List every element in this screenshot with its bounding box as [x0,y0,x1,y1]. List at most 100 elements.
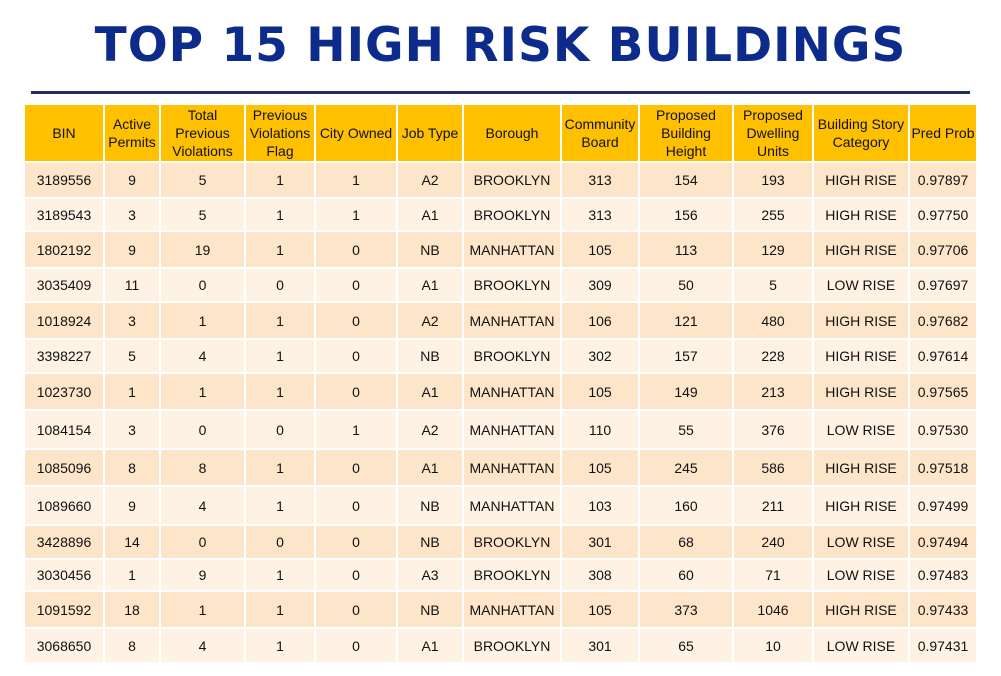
cell-community-board: 313 [561,197,640,231]
cell-bin: 3189556 [25,161,105,198]
page-title: TOP 15 HIGH RISK BUILDINGS [94,18,907,73]
cell-pred-prob: 0.97431 [909,627,976,662]
cell-job-type: A2 [397,161,464,198]
cell-proposed-building-height: 373 [639,590,734,628]
cell-proposed-building-height: 154 [639,161,734,198]
cell-previous-violations-flag: 0 [245,524,316,559]
cell-city-owned: 0 [315,590,398,628]
cell-total-previous-violations: 4 [160,485,246,525]
cell-bin: 3428896 [25,524,105,559]
cell-proposed-building-height: 160 [639,485,734,525]
cell-proposed-dwelling-units: 5 [733,267,814,302]
cell-borough: BROOKLYN [463,267,562,302]
cell-bin: 3030456 [25,558,105,591]
cell-building-story-category: HIGH RISE [813,161,910,198]
cell-previous-violations-flag: 1 [245,448,316,486]
cell-total-previous-violations: 19 [160,230,246,268]
cell-community-board: 308 [561,558,640,591]
cell-proposed-dwelling-units: 71 [733,558,814,591]
column-header-community-board: Community Board [561,105,640,162]
column-header-previous-violations-flag: Previous Violations Flag [245,105,316,162]
cell-community-board: 105 [561,590,640,628]
cell-total-previous-violations: 0 [160,267,246,302]
cell-pred-prob: 0.97614 [909,338,976,373]
cell-city-owned: 0 [315,448,398,486]
cell-proposed-building-height: 50 [639,267,734,302]
cell-job-type: NB [397,590,464,628]
cell-previous-violations-flag: 1 [245,301,316,339]
cell-building-story-category: LOW RISE [813,409,910,449]
cell-total-previous-violations: 1 [160,372,246,410]
cell-job-type: NB [397,524,464,559]
cell-previous-violations-flag: 1 [245,197,316,231]
cell-building-story-category: HIGH RISE [813,230,910,268]
cell-previous-violations-flag: 1 [245,372,316,410]
cell-community-board: 301 [561,627,640,662]
cell-proposed-dwelling-units: 129 [733,230,814,268]
cell-city-owned: 0 [315,485,398,525]
cell-proposed-dwelling-units: 10 [733,627,814,662]
cell-active-permits: 5 [104,338,161,373]
cell-total-previous-violations: 0 [160,409,246,449]
cell-proposed-building-height: 157 [639,338,734,373]
cell-previous-violations-flag: 0 [245,267,316,302]
cell-city-owned: 0 [315,301,398,339]
table-row: 1802192 9 19 1 0 NB MANHATTAN 105 113 129 HIGH RIS… [25,230,976,268]
cell-building-story-category: HIGH RISE [813,485,910,525]
cell-community-board: 105 [561,372,640,410]
cell-active-permits: 9 [104,161,161,198]
cell-total-previous-violations: 9 [160,558,246,591]
cell-pred-prob: 0.97682 [909,301,976,339]
cell-active-permits: 11 [104,267,161,302]
cell-building-story-category: HIGH RISE [813,590,910,628]
cell-active-permits: 3 [104,197,161,231]
table-row: 3035409 11 0 0 0 A1 BROOKLYN 309 50 5 LOW RISE 0.97… [25,267,976,302]
cell-borough: MANHATTAN [463,485,562,525]
cell-total-previous-violations: 1 [160,301,246,339]
cell-pred-prob: 0.97697 [909,267,976,302]
cell-active-permits: 3 [104,409,161,449]
cell-community-board: 302 [561,338,640,373]
cell-building-story-category: HIGH RISE [813,448,910,486]
cell-job-type: A2 [397,301,464,339]
title-divider [31,91,970,94]
cell-community-board: 105 [561,448,640,486]
cell-city-owned: 0 [315,267,398,302]
cell-proposed-dwelling-units: 240 [733,524,814,559]
cell-proposed-dwelling-units: 213 [733,372,814,410]
cell-city-owned: 0 [315,627,398,662]
cell-community-board: 105 [561,230,640,268]
table-row: 1091592 18 1 1 0 NB MANHATTAN 105 373 1046 HIGH RI… [25,590,976,628]
cell-pred-prob: 0.97483 [909,558,976,591]
cell-borough: BROOKLYN [463,338,562,373]
table-row: 1084154 3 0 0 1 A2 MANHATTAN 110 55 376 LOW RISE 0.… [25,409,976,449]
cell-job-type: A2 [397,409,464,449]
cell-pred-prob: 0.97706 [909,230,976,268]
cell-borough: MANHATTAN [463,372,562,410]
cell-bin: 1091592 [25,590,105,628]
column-header-pred-prob: Pred Prob [909,105,976,162]
cell-pred-prob: 0.97530 [909,409,976,449]
cell-previous-violations-flag: 1 [245,590,316,628]
cell-city-owned: 1 [315,409,398,449]
cell-borough: BROOKLYN [463,558,562,591]
cell-total-previous-violations: 0 [160,524,246,559]
cell-job-type: NB [397,230,464,268]
cell-bin: 1084154 [25,409,105,449]
cell-total-previous-violations: 4 [160,338,246,373]
cell-building-story-category: HIGH RISE [813,301,910,339]
cell-proposed-dwelling-units: 193 [733,161,814,198]
column-header-city-owned: City Owned [315,105,398,162]
cell-proposed-building-height: 60 [639,558,734,591]
cell-active-permits: 18 [104,590,161,628]
column-header-active-permits: Active Permits [104,105,161,162]
cell-previous-violations-flag: 1 [245,485,316,525]
cell-active-permits: 3 [104,301,161,339]
cell-proposed-building-height: 149 [639,372,734,410]
cell-proposed-dwelling-units: 586 [733,448,814,486]
table-body: 3189556 9 5 1 1 A2 BROOKLYN 313 154 193 HIGH RISE 0… [25,161,976,662]
cell-active-permits: 14 [104,524,161,559]
cell-proposed-building-height: 65 [639,627,734,662]
column-header-borough: Borough [463,105,562,162]
cell-active-permits: 1 [104,372,161,410]
